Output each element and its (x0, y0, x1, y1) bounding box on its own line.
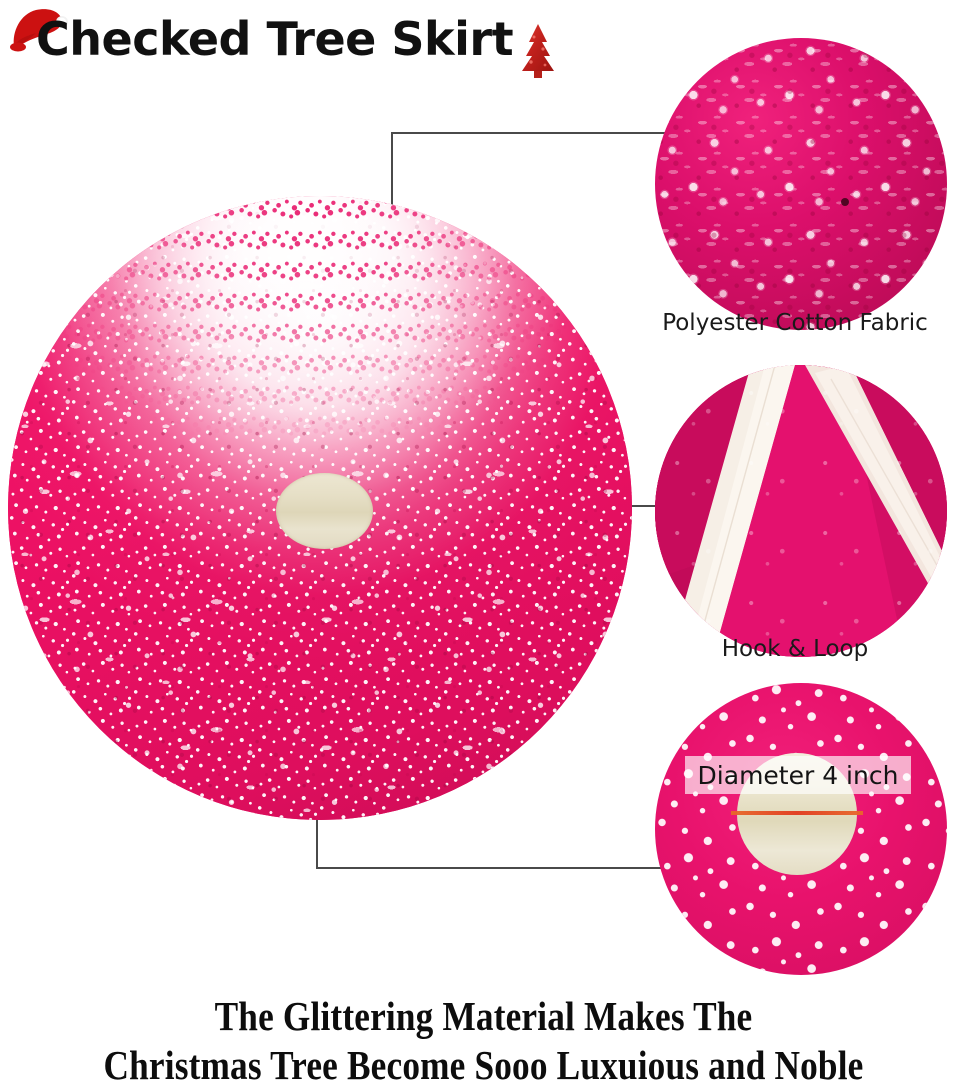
center-hole (276, 473, 373, 549)
caption-line-1: The Glittering Material Makes The (214, 993, 753, 1039)
main-product-image (8, 196, 632, 820)
detail-circle-hook-loop (655, 365, 947, 657)
diameter-measure-line (731, 811, 863, 815)
header: Checked Tree Skirt (0, 0, 967, 100)
detail-circle-diameter: Diameter 4 inch (655, 683, 947, 975)
diameter-label-text: Diameter 4 inch (697, 760, 899, 790)
sequin-texture (655, 38, 947, 330)
detail-label-fabric: Polyester Cotton Fabric (662, 310, 928, 336)
hook-loop-strips (655, 365, 947, 657)
diameter-label-band (685, 756, 911, 794)
page-title: Checked Tree Skirt (36, 12, 514, 66)
caption-line-2: Christmas Tree Become Sooo Luxuious and … (103, 1042, 864, 1088)
detail-label-hook-loop: Hook & Loop (721, 636, 869, 662)
fabric-dark-speck (841, 198, 849, 206)
highlight-speckles (8, 196, 632, 484)
sequin-grain (655, 38, 947, 330)
detail-circle-fabric (655, 38, 947, 330)
santa-hat-icon (10, 9, 68, 52)
christmas-tree-icon (522, 24, 554, 78)
bottom-caption: The Glittering Material Makes The Christ… (68, 992, 900, 1090)
